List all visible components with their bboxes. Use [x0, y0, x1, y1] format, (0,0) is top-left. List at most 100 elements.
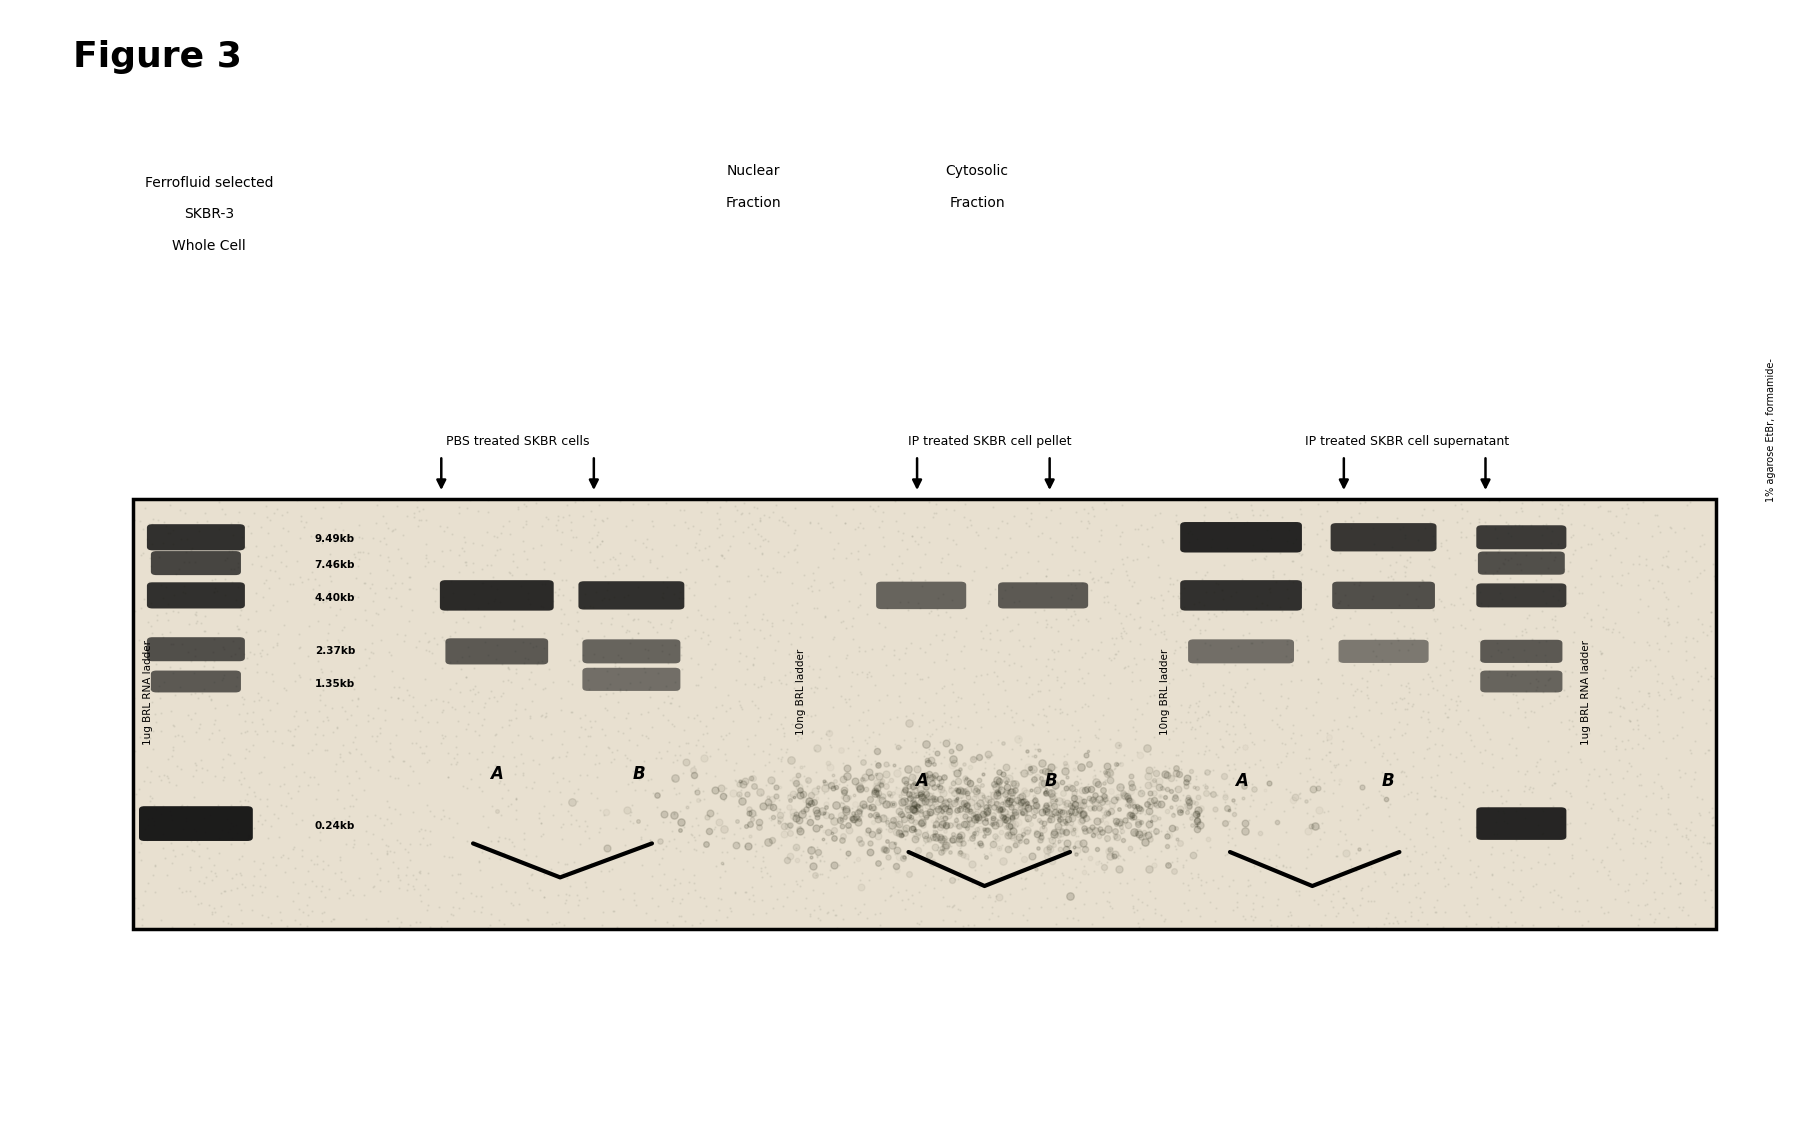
Point [888, 531, 917, 550]
Point [127, 598, 156, 616]
Point [668, 659, 697, 678]
Point [1364, 735, 1393, 753]
Point [1115, 792, 1144, 810]
Point [269, 679, 298, 697]
Point [1193, 563, 1222, 581]
Point [1050, 794, 1079, 812]
Point [919, 712, 948, 730]
Point [761, 641, 790, 659]
Point [1195, 685, 1224, 704]
FancyBboxPatch shape [151, 551, 242, 576]
Point [1235, 796, 1264, 815]
Point [1100, 596, 1130, 614]
Point [383, 910, 412, 928]
Point [1680, 875, 1709, 893]
Point [765, 749, 794, 767]
Point [1696, 834, 1725, 852]
Point [1028, 775, 1057, 793]
Point [429, 557, 458, 576]
Point [283, 782, 312, 800]
Point [1643, 707, 1673, 725]
Point [1435, 661, 1464, 679]
Point [1611, 740, 1640, 758]
Point [547, 818, 576, 836]
Point [1004, 631, 1033, 649]
Point [614, 605, 643, 623]
Point [643, 664, 672, 682]
Point [659, 772, 688, 790]
Point [1395, 640, 1424, 658]
Point [1108, 813, 1137, 832]
Point [347, 746, 376, 764]
Point [1642, 672, 1671, 690]
Point [1698, 809, 1727, 827]
Point [997, 807, 1026, 825]
Point [156, 636, 185, 654]
Point [321, 763, 350, 781]
Point [1193, 604, 1222, 622]
Point [1304, 819, 1333, 837]
Point [939, 753, 968, 772]
Point [1676, 820, 1705, 838]
Point [1179, 806, 1208, 824]
Point [997, 787, 1026, 806]
Point [661, 768, 690, 786]
Point [883, 765, 912, 783]
Point [603, 665, 632, 683]
Point [278, 893, 307, 911]
Point [921, 778, 950, 796]
Point [1037, 792, 1066, 810]
Point [1462, 914, 1491, 932]
Point [1447, 495, 1476, 513]
Point [714, 572, 743, 590]
Point [1484, 559, 1513, 577]
Point [263, 637, 292, 655]
Point [1075, 799, 1104, 817]
Point [323, 718, 352, 736]
Point [1090, 494, 1119, 512]
Point [269, 846, 298, 864]
Point [1391, 912, 1420, 930]
Point [1193, 701, 1222, 719]
Point [1135, 620, 1164, 638]
Point [725, 621, 754, 639]
Point [1524, 753, 1553, 772]
Point [893, 811, 923, 829]
Point [808, 829, 837, 847]
Point [854, 665, 883, 683]
Point [1219, 902, 1248, 920]
Point [262, 857, 291, 875]
Point [171, 812, 200, 830]
Point [151, 578, 180, 596]
Point [1268, 855, 1297, 874]
Point [623, 610, 652, 628]
Point [601, 551, 630, 569]
Point [1616, 666, 1645, 684]
Point [804, 852, 834, 870]
Point [935, 607, 964, 625]
Point [327, 698, 356, 716]
Point [794, 772, 823, 790]
Point [966, 834, 995, 852]
Point [394, 843, 423, 861]
Point [959, 889, 988, 908]
Point [739, 858, 768, 876]
Point [479, 527, 508, 545]
Point [906, 812, 935, 830]
Point [712, 750, 741, 768]
Point [952, 819, 981, 837]
Point [469, 574, 498, 593]
Point [972, 813, 1001, 832]
Point [674, 743, 703, 761]
Point [1064, 721, 1093, 739]
Point [1137, 518, 1166, 536]
Point [608, 820, 637, 838]
Point [708, 730, 737, 748]
Point [908, 577, 937, 595]
Point [986, 778, 1015, 796]
Point [1656, 518, 1685, 536]
Point [1059, 837, 1088, 855]
Point [1553, 595, 1582, 613]
Point [966, 799, 995, 817]
Point [1146, 905, 1175, 923]
